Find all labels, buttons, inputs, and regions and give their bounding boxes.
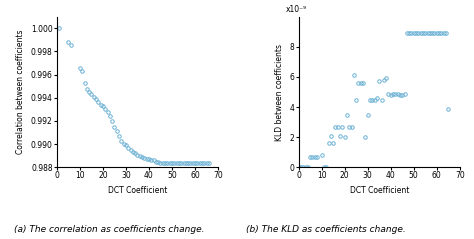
Y-axis label: KLD between coefficients: KLD between coefficients bbox=[275, 43, 284, 141]
X-axis label: DCT Coefficient: DCT Coefficient bbox=[108, 186, 167, 195]
X-axis label: DCT Coefficient: DCT Coefficient bbox=[349, 186, 409, 195]
Text: (b) The KLD as coefficients change.: (b) The KLD as coefficients change. bbox=[246, 225, 406, 234]
Text: (a) The correlation as coefficients change.: (a) The correlation as coefficients chan… bbox=[14, 225, 205, 234]
Text: x10⁻⁹: x10⁻⁹ bbox=[286, 5, 307, 14]
Y-axis label: Correlation between coefficients: Correlation between coefficients bbox=[16, 30, 25, 154]
